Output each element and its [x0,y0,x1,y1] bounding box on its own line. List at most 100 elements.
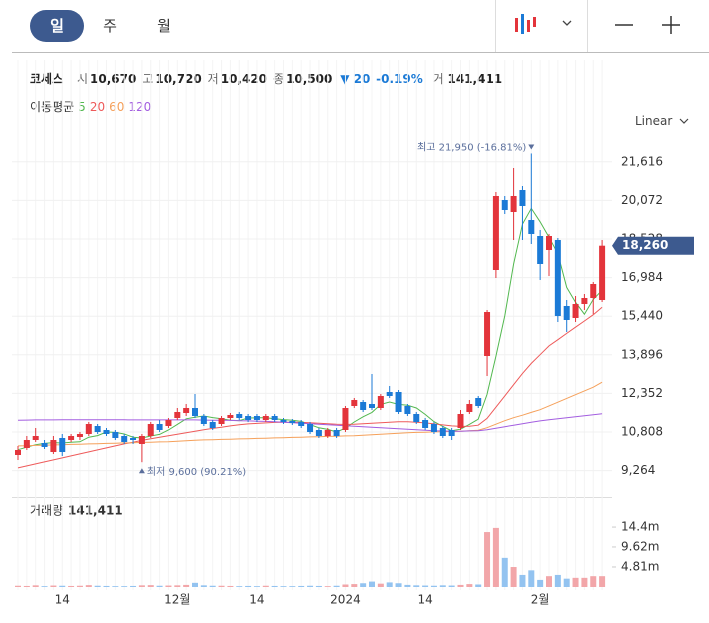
volume-bar [581,577,588,587]
volume-bar [572,577,579,587]
volume-tick-label: 4.81m [621,559,659,573]
tab-month[interactable]: 월 [157,17,171,35]
volume-bar [41,586,48,587]
candle-body [68,436,75,440]
volume-bar [413,585,420,587]
ma-title: 이동평균 [30,100,75,114]
candle-body [439,428,446,436]
candle-body [271,416,278,420]
candle-body [324,430,331,436]
volume-bar [537,579,544,587]
volume-bar [121,586,128,587]
candle-body [315,430,322,436]
y-tick-label: 12,352 [621,386,663,400]
candle-body [156,424,163,430]
candle-body [457,414,464,428]
candle-body [333,430,340,436]
candle-body [475,398,482,406]
x-tick-label: 2024 [330,593,361,607]
y-tick-label: 13,896 [621,347,663,361]
ma-legend: 이동평균 5 20 60 120 [30,98,155,115]
candle-body [448,430,455,436]
candle-body [165,420,172,426]
high-marker [528,144,535,150]
ma-line [17,306,603,469]
candle-body [369,404,375,408]
volume-bar [209,585,216,587]
candle-body [15,450,21,455]
y-tick-label: 18,528 [621,232,663,246]
volume-bar [253,586,260,587]
ma-line [17,413,603,432]
stock-name: 코세스 [30,72,64,86]
volume-bar [422,585,429,587]
x-tick-label: 2월 [531,593,550,607]
zoom-in[interactable] [662,16,680,34]
volume-bar [315,585,322,587]
volume-bar [165,585,172,587]
candle-body [130,438,137,440]
legend-entry: 20 [89,100,106,114]
candle-body [76,434,83,437]
volume-bar [590,576,597,587]
candle-body [537,236,544,264]
volume-bar [492,527,499,587]
quote-value: 10,420 [220,72,268,86]
candle-icon[interactable] [515,14,536,34]
legend-entry: 5 [78,100,86,114]
candle-body [377,396,384,408]
volume-bar [23,585,30,587]
candle-body [209,422,216,428]
candle-body [85,424,92,434]
volume-bar [50,585,57,587]
quote-label: 고 [142,72,154,86]
candle-body [510,196,517,212]
candle-body [121,436,128,442]
volume-label: 거 [432,72,444,86]
scale-mode[interactable]: Linear [635,114,689,128]
low-marker [138,468,145,474]
volume-bar [76,585,83,587]
volume-bar [307,585,314,587]
volume-bar [519,574,526,587]
dropdown[interactable] [562,20,572,26]
candle-body [41,443,48,447]
volume-bar [439,585,446,587]
candle-body [50,440,57,452]
volume-bar [192,582,198,587]
volume-bar [377,583,384,587]
candle-body [599,245,606,300]
candle-body [32,436,39,440]
volume-bar [138,585,145,587]
legend-entry: 120 [128,100,152,114]
volume-bar [68,585,75,587]
volume-bar [466,584,473,587]
volume-bar [130,585,137,587]
candle-body [413,414,420,422]
legend-entry: 60 [109,100,125,114]
candle-body [262,416,269,420]
scale-mode-label: Linear [635,114,673,128]
candle-body [501,200,508,210]
quote-value: 10,500 [286,72,333,86]
y-tick-label: 10,808 [621,425,663,439]
candle-body [192,408,198,416]
candle-body [227,415,234,418]
quote-label: 종 [273,72,285,86]
change: ▼ 20 [340,72,371,86]
price-badge [612,236,694,255]
volume-bar [32,585,39,587]
candle-body [546,236,552,250]
candle-body [245,416,252,420]
volume-bar [404,584,411,587]
quote-value: 10,720 [155,72,202,86]
candle-body [484,312,491,356]
volume-bar [174,585,181,587]
candle-body [94,426,101,432]
candle-body [307,424,314,432]
tab-week[interactable]: 주 [103,17,117,35]
volume-bar [280,586,287,587]
tab-day[interactable]: 일 [30,10,84,42]
